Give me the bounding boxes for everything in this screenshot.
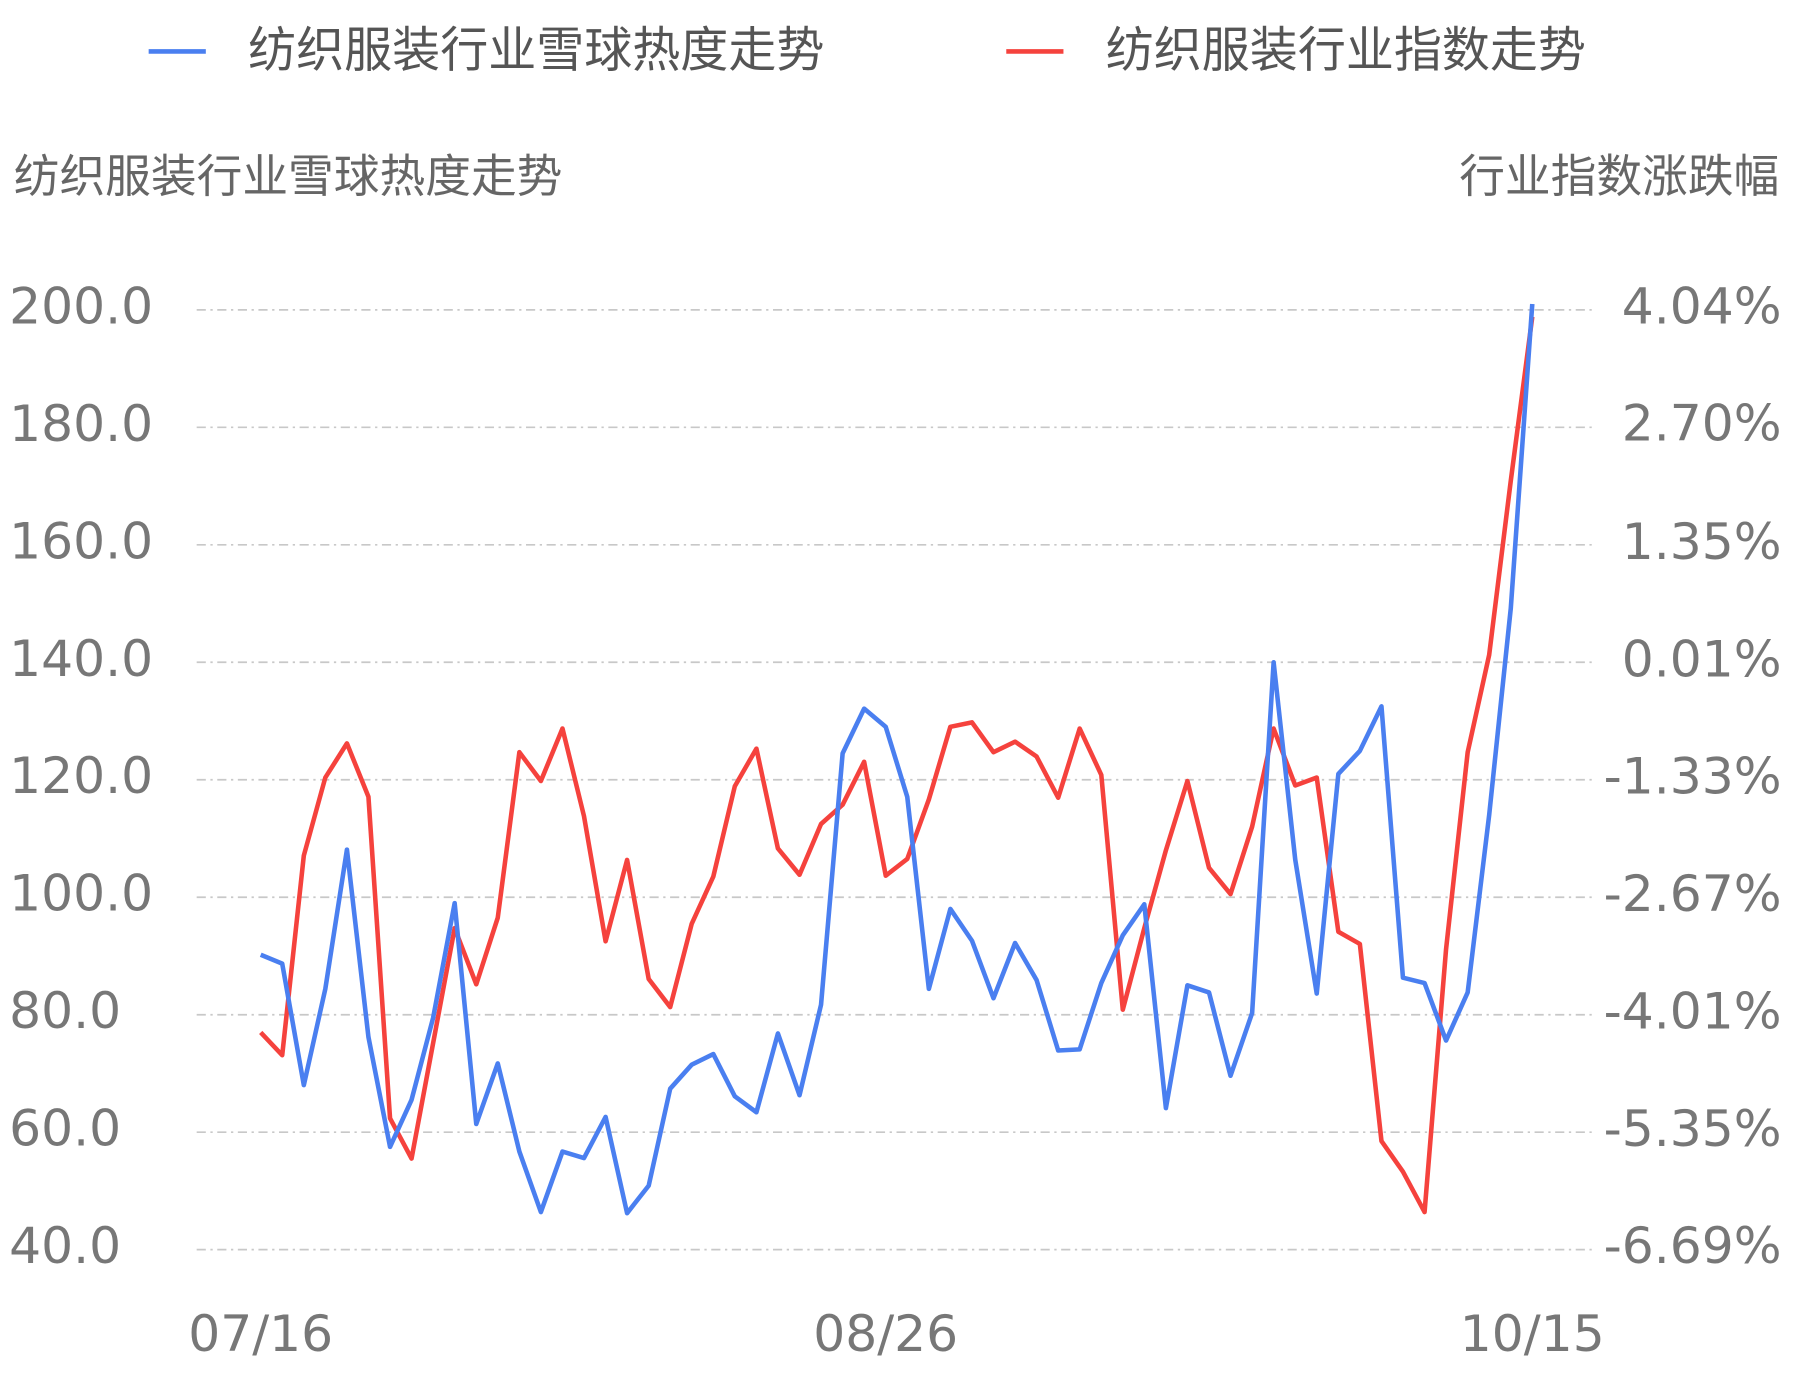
y2-tick-label: -4.01%: [1604, 981, 1782, 1040]
y-tick-label: 40.0: [9, 1216, 121, 1275]
y2-tick-label: -1.33%: [1604, 747, 1782, 806]
y-tick-label: 200.0: [9, 276, 153, 335]
y-tick-label: 180.0: [9, 394, 153, 453]
legend-label: 纺织服装行业雪球热度走势: [248, 23, 824, 79]
y-tick-label: 140.0: [9, 629, 153, 688]
y2-tick-label: 0.01%: [1622, 629, 1782, 688]
y2-tick-label: 1.35%: [1622, 512, 1782, 571]
legend-label: 纺织服装行业指数走势: [1106, 23, 1586, 79]
y2-tick-label: 2.70%: [1622, 394, 1782, 453]
x-tick-label: 07/16: [188, 1304, 333, 1363]
y-tick-label: 80.0: [9, 981, 121, 1040]
x-tick-label: 08/26: [813, 1304, 958, 1363]
x-tick-label: 10/15: [1460, 1304, 1605, 1363]
y-tick-label: 160.0: [9, 511, 153, 570]
y-tick-label: 100.0: [9, 864, 153, 923]
y-tick-label: 120.0: [9, 746, 153, 805]
y2-axis-title: 行业指数涨跌幅: [1459, 150, 1779, 203]
y2-tick-label: -6.69%: [1604, 1216, 1782, 1275]
y2-tick-label: -5.35%: [1604, 1099, 1782, 1158]
y2-tick-label: 4.04%: [1622, 276, 1782, 335]
y-axis-title: 纺织服装行业雪球热度走势: [14, 150, 563, 203]
y2-tick-label: -2.67%: [1604, 864, 1782, 923]
series-line: [259, 316, 1535, 1215]
series-line: [259, 303, 1535, 1216]
y-tick-label: 60.0: [9, 1099, 121, 1158]
